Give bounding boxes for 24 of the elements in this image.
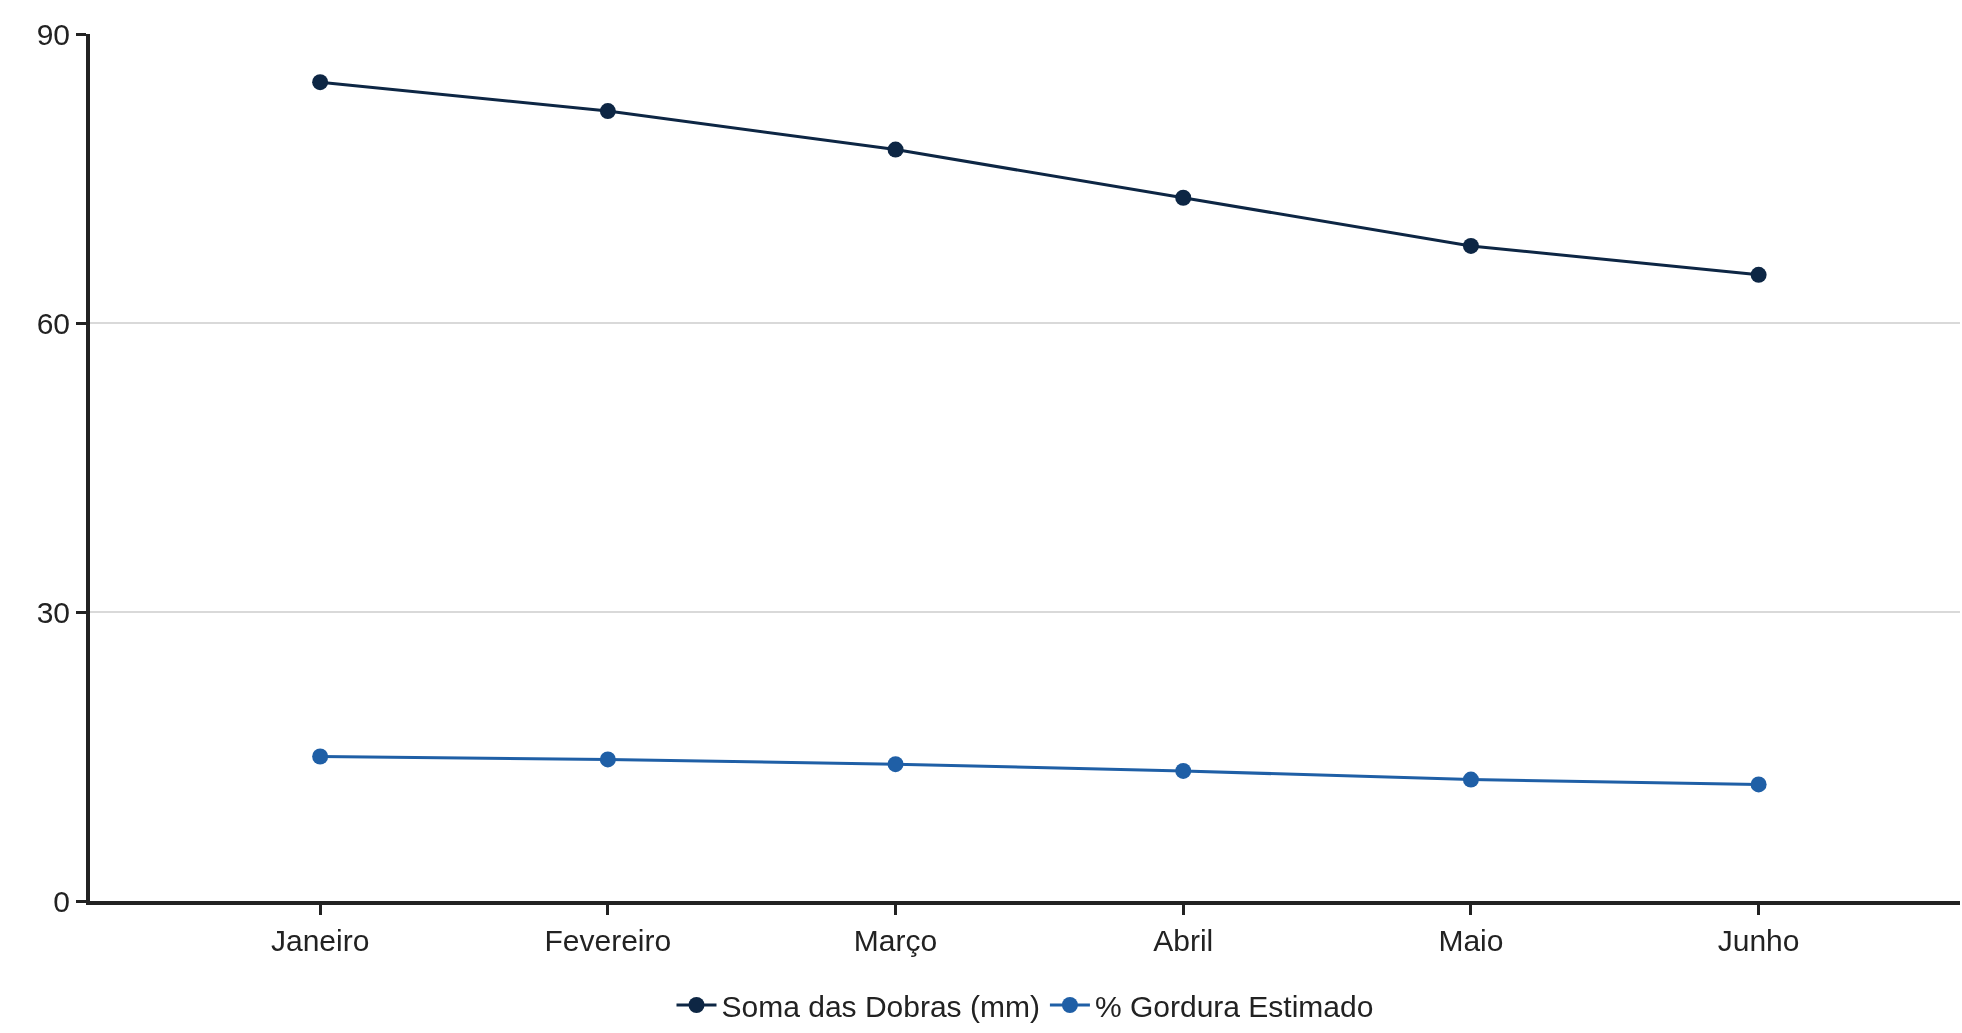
point <box>887 141 904 158</box>
point <box>1462 771 1479 788</box>
point <box>1175 189 1192 206</box>
x-tick-label: Junho <box>1717 924 1800 957</box>
x-tick-label: Maio <box>1438 924 1504 957</box>
x-tick-label: Fevereiro <box>544 924 672 957</box>
point <box>1750 776 1767 793</box>
x-tick-label: Janeiro <box>270 924 370 957</box>
y-tick-label: 0 <box>53 884 70 918</box>
legend-label: % Gordura Estimado <box>1094 989 1374 1023</box>
legend-label: Soma das Dobras (mm) <box>721 989 1040 1023</box>
point <box>312 74 329 91</box>
point <box>887 756 904 773</box>
point <box>599 751 616 768</box>
point <box>1462 237 1479 254</box>
x-tick-label: Abril <box>1153 924 1214 957</box>
x-tick-label: Março <box>853 924 938 957</box>
point <box>1175 762 1192 779</box>
point <box>1750 266 1767 283</box>
point <box>312 748 329 765</box>
point <box>599 103 616 120</box>
y-tick-label: 90 <box>36 17 70 51</box>
y-tick-label: 60 <box>36 306 70 340</box>
y-tick-label: 30 <box>36 595 70 629</box>
